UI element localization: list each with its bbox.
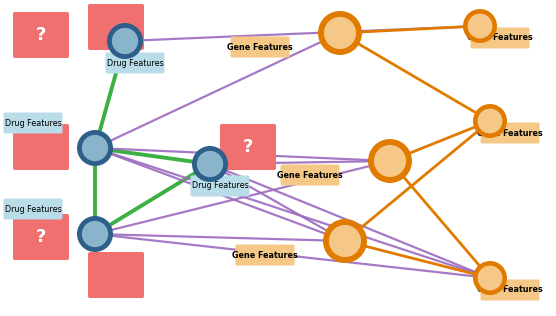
FancyBboxPatch shape	[236, 245, 295, 265]
Text: Drug Features: Drug Features	[192, 181, 249, 191]
Text: Gene Features: Gene Features	[467, 33, 533, 42]
Circle shape	[473, 261, 507, 295]
FancyBboxPatch shape	[220, 124, 276, 170]
Text: Drug Features: Drug Features	[107, 58, 163, 68]
Circle shape	[192, 146, 228, 182]
Circle shape	[368, 139, 412, 183]
FancyBboxPatch shape	[88, 4, 144, 50]
FancyBboxPatch shape	[13, 124, 69, 170]
Text: Drug Features: Drug Features	[4, 118, 61, 127]
Text: Gene Features: Gene Features	[227, 42, 293, 52]
Text: Drug Features: Drug Features	[4, 204, 61, 214]
Circle shape	[323, 219, 367, 263]
Circle shape	[473, 104, 507, 138]
FancyBboxPatch shape	[88, 252, 144, 298]
Circle shape	[82, 221, 108, 247]
Text: ?: ?	[36, 26, 46, 44]
Text: Gene Features: Gene Features	[477, 129, 543, 137]
Circle shape	[197, 151, 223, 177]
Circle shape	[463, 9, 497, 43]
FancyBboxPatch shape	[231, 37, 290, 58]
FancyBboxPatch shape	[470, 27, 529, 48]
Circle shape	[107, 23, 143, 59]
Circle shape	[77, 216, 113, 252]
Text: Gene Features: Gene Features	[477, 285, 543, 295]
Text: Gene Features: Gene Features	[232, 251, 298, 259]
Circle shape	[374, 145, 406, 177]
Text: ?: ?	[36, 228, 46, 246]
Circle shape	[478, 109, 503, 133]
FancyBboxPatch shape	[13, 214, 69, 260]
Text: ?: ?	[243, 138, 253, 156]
Text: Gene Features: Gene Features	[277, 171, 343, 179]
Circle shape	[468, 14, 493, 39]
FancyBboxPatch shape	[3, 112, 62, 133]
FancyBboxPatch shape	[106, 52, 165, 74]
FancyBboxPatch shape	[480, 123, 539, 143]
Circle shape	[318, 11, 362, 55]
Circle shape	[329, 225, 361, 257]
Circle shape	[77, 130, 113, 166]
Circle shape	[324, 17, 356, 49]
FancyBboxPatch shape	[191, 175, 250, 197]
FancyBboxPatch shape	[280, 165, 340, 185]
Circle shape	[478, 265, 503, 290]
FancyBboxPatch shape	[13, 12, 69, 58]
Circle shape	[112, 28, 138, 54]
FancyBboxPatch shape	[480, 279, 539, 301]
Circle shape	[82, 135, 108, 161]
FancyBboxPatch shape	[3, 198, 62, 220]
